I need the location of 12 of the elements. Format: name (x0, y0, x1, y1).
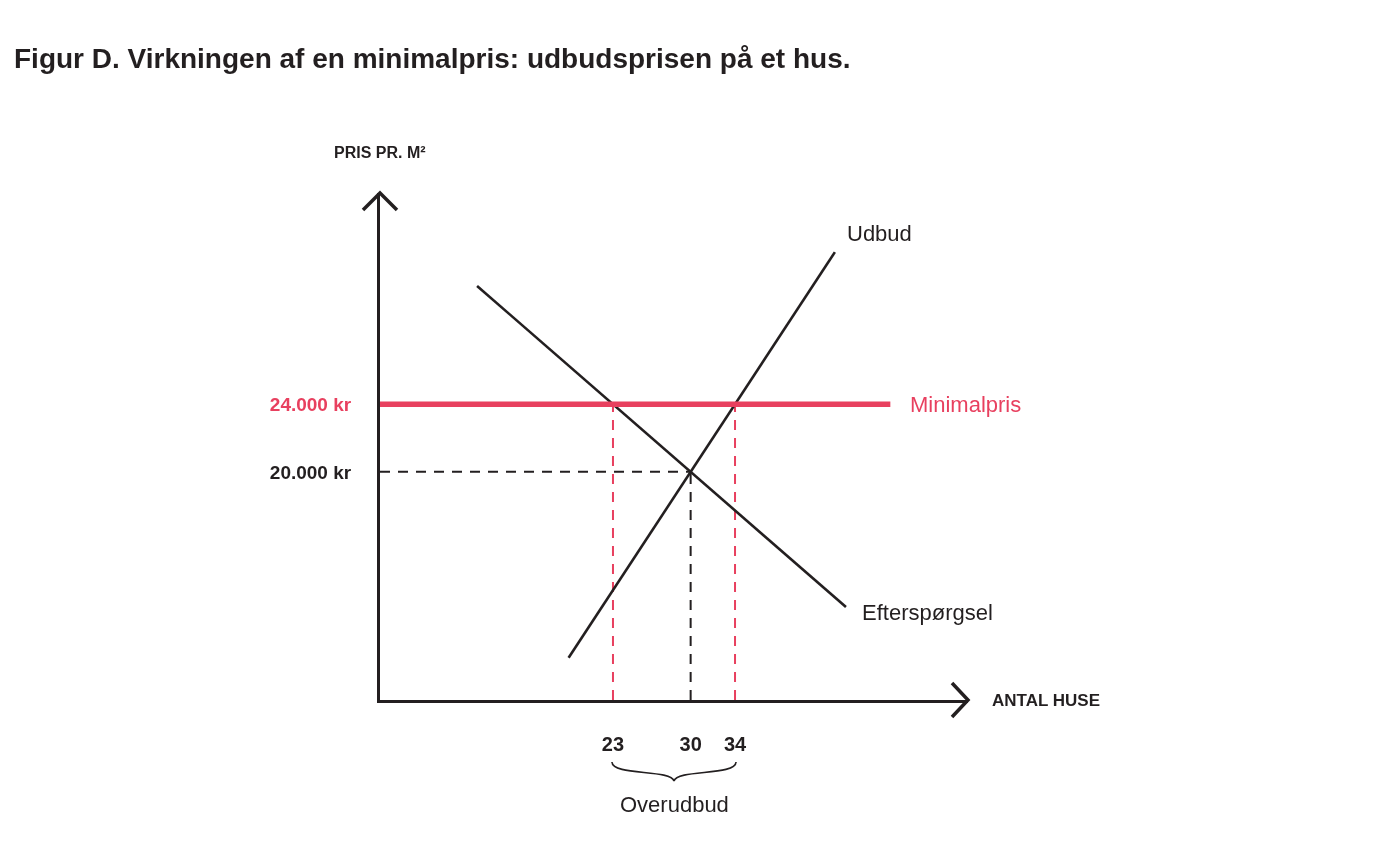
chart-title: Figur D. Virkningen af en minimalpris: udbudsprisen på et hus. (14, 42, 851, 74)
x-axis-title: ANTAL HUSE (992, 691, 1100, 710)
series-label: Minimalpris (910, 392, 1022, 417)
y-axis-title: PRIS PR. M² (334, 144, 426, 161)
series-label: Efterspørgsel (862, 600, 993, 625)
x-tick-label: 34 (723, 733, 748, 755)
x-tick-label: 30 (679, 733, 702, 755)
series-label: Udbud (847, 221, 912, 246)
text: Overudbud (620, 792, 729, 817)
y-tick-label: 20.000 kr (269, 461, 352, 483)
x-tick-label: 23 (601, 733, 625, 755)
y-tick-label: 24.000 kr (269, 393, 352, 415)
